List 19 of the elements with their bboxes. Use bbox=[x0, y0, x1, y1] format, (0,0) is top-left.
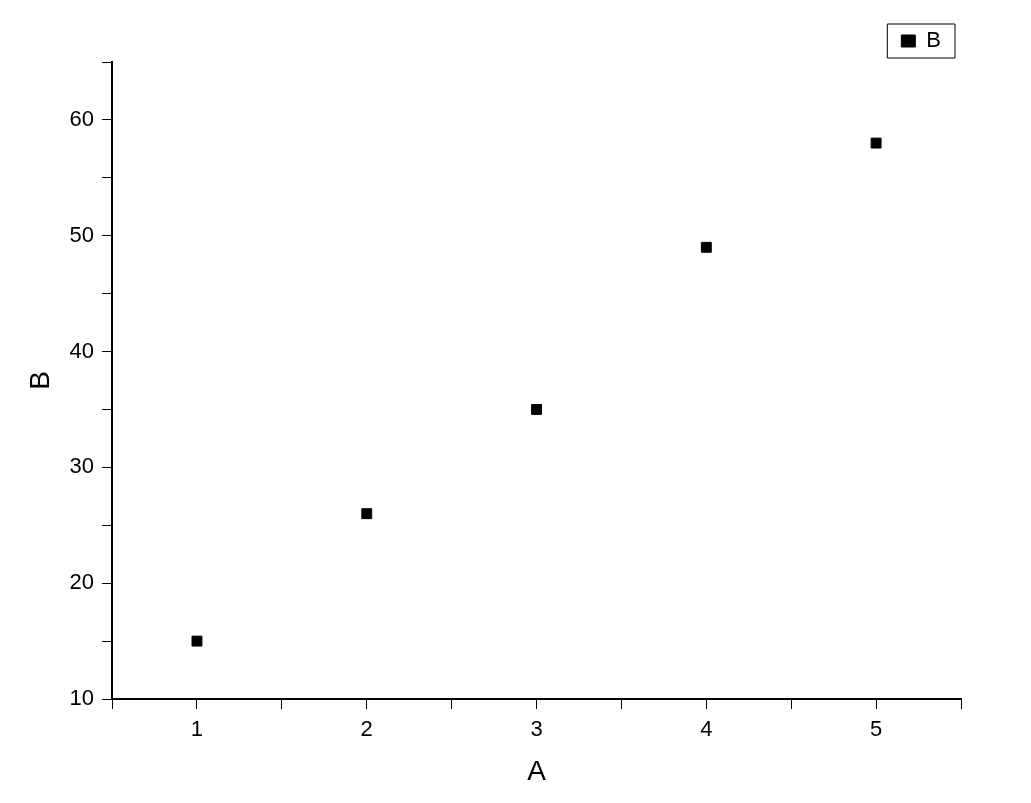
x-tick-label: 3 bbox=[530, 716, 543, 742]
point bbox=[700, 241, 712, 253]
point bbox=[531, 404, 542, 415]
y-tick-label: 10 bbox=[69, 685, 95, 711]
x-tick-label: 1 bbox=[190, 716, 204, 742]
y-tick-label: 30 bbox=[69, 453, 95, 479]
point bbox=[361, 508, 373, 520]
point bbox=[191, 635, 203, 647]
x-tick-label: 4 bbox=[700, 716, 713, 742]
x-tick-label: 2 bbox=[360, 716, 373, 742]
y-tick-label: 40 bbox=[69, 337, 95, 363]
y-axis-title: B bbox=[23, 371, 55, 390]
y-tick-label: 50 bbox=[69, 221, 95, 247]
x-axis-title: A bbox=[527, 754, 547, 786]
y-tick-label: 20 bbox=[69, 569, 95, 595]
legend-label: B bbox=[926, 27, 942, 53]
x-tick-label: 5 bbox=[869, 716, 883, 742]
y-tick-label: 60 bbox=[69, 105, 95, 131]
point bbox=[870, 137, 882, 149]
